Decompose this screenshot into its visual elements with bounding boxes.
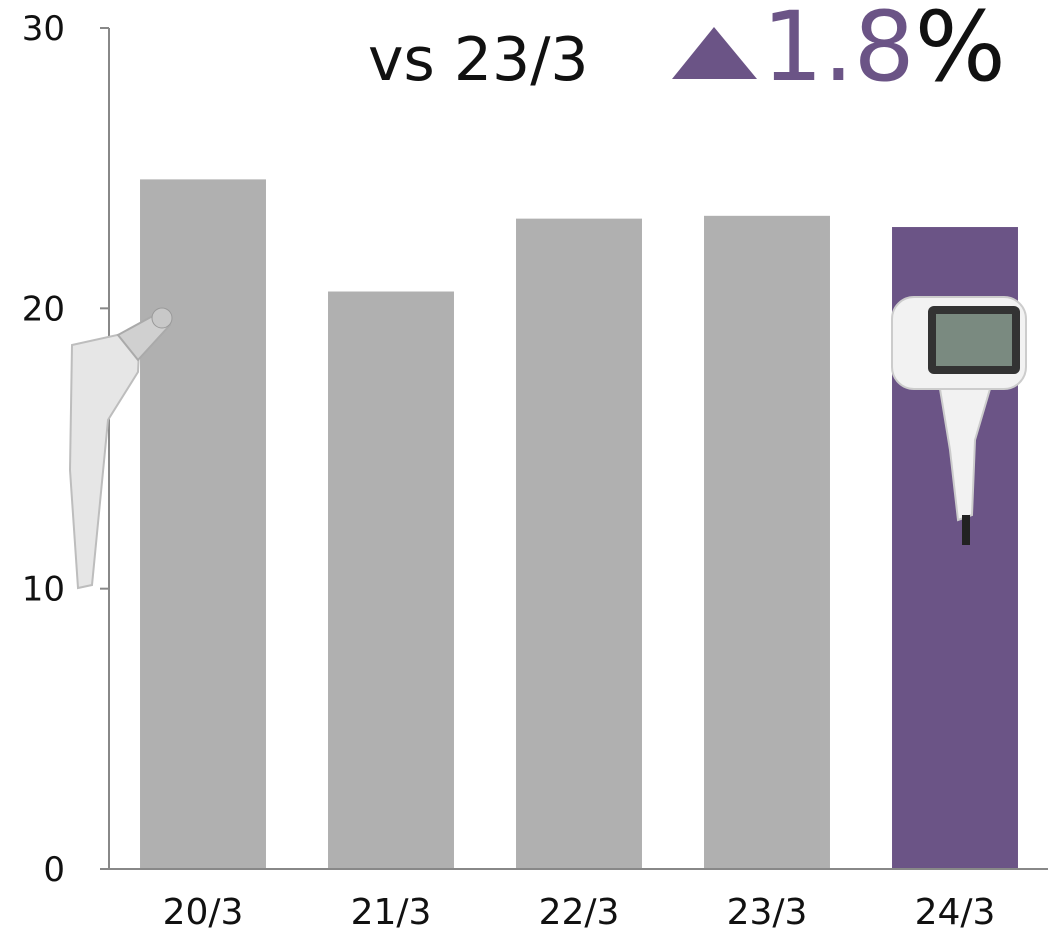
x-tick-label: 21/3 <box>351 892 432 928</box>
delta-label: 1.8% <box>762 0 1006 103</box>
chart-title: vs 23/3 <box>368 25 589 95</box>
plot-area: 0 10 20 30 20/3 21/3 22/3 23/3 24/3 <box>22 9 1048 928</box>
implant-image <box>68 307 173 590</box>
y-tick-label: 10 <box>22 570 65 610</box>
delta-value: 1.8 <box>762 0 915 103</box>
y-tick-label: 30 <box>22 9 65 49</box>
x-tick-label: 20/3 <box>163 892 244 928</box>
x-tick-label: 22/3 <box>539 892 620 928</box>
x-tick-label: 23/3 <box>727 892 808 928</box>
bar <box>516 218 642 870</box>
device-image <box>891 296 1027 545</box>
bar <box>328 291 454 870</box>
bar <box>704 215 830 869</box>
bar <box>140 179 266 869</box>
x-tick-label: 24/3 <box>915 892 996 928</box>
up-arrow-icon <box>672 27 757 79</box>
y-tick-label: 0 <box>43 850 65 890</box>
delta-unit: % <box>915 0 1006 103</box>
y-tick-label: 20 <box>22 289 65 329</box>
